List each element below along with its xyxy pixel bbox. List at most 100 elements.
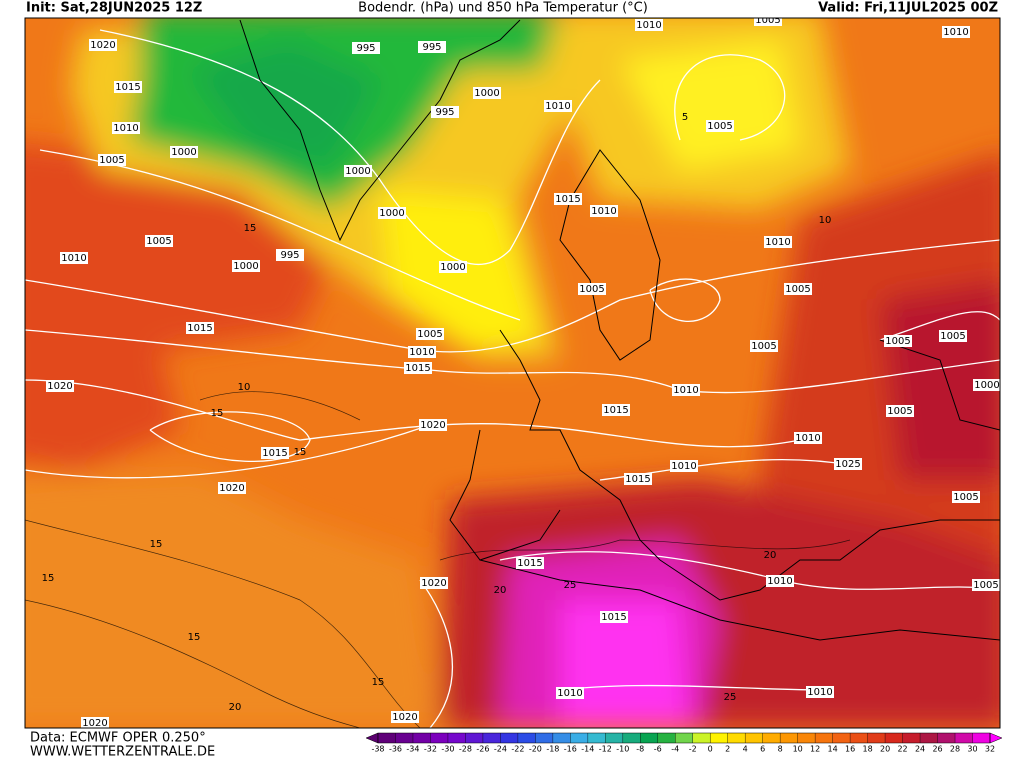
isobar-label-box: [378, 207, 406, 219]
colorbar-label: -22: [511, 745, 524, 754]
isobar-label: 1005: [940, 331, 965, 342]
isobar-label-box: [624, 473, 652, 485]
isobar-label-box: [352, 42, 380, 54]
colorbar-segment: [465, 733, 484, 743]
isobar-label: 1015: [262, 448, 287, 459]
isobar-label-box: [439, 261, 467, 273]
isobar-label-box: [942, 26, 970, 38]
colorbar-segment: [745, 733, 763, 743]
temperature-label: 15: [42, 573, 55, 584]
isobar-label-box: [81, 717, 109, 728]
isobar-label: 1015: [517, 558, 542, 569]
colorbar-segment: [657, 733, 676, 743]
isobar-label: 995: [356, 43, 375, 54]
colorbar-label: 10: [793, 745, 803, 754]
isobar-label: 1005: [973, 580, 998, 591]
colorbar-label: -28: [459, 745, 472, 754]
isobar-label: 1010: [61, 253, 86, 264]
isobar-label-box: [391, 711, 419, 723]
isobar-label-box: [750, 340, 778, 352]
isobar-label-box: [516, 557, 544, 569]
colorbar-segment: [815, 733, 833, 743]
isobar-label: 1015: [625, 474, 650, 485]
isobar-label-box: [408, 346, 436, 358]
colorbar-label: -36: [389, 745, 402, 754]
colorbar: -38 -36 -34 -32 -30 -28 -26 -24 -22 -20 -18 -16 -14-…: [365, 732, 1003, 754]
isobar-label: 1010: [409, 347, 434, 358]
colorbar-label: -6: [654, 745, 662, 754]
isobar-label: 1005: [755, 15, 780, 26]
colorbar-label: 16: [845, 745, 855, 754]
temperature-label: 15: [188, 632, 201, 643]
colorbar-label: -30: [441, 745, 454, 754]
isobar-label: 1010: [807, 687, 832, 698]
isobar-label-box: [89, 39, 117, 51]
isobar-label: 1020: [420, 420, 445, 431]
colorbar-segment: [500, 733, 519, 743]
temperature-label: 20: [764, 550, 777, 561]
isobar-label: 1015: [555, 194, 580, 205]
isobar-label-box: [145, 235, 173, 247]
colorbar-segment: [902, 733, 921, 743]
colorbar-segment: [797, 733, 816, 743]
isobar-label-box: [972, 579, 1000, 591]
isobar-label: 1025: [835, 459, 860, 470]
isobar-label-box: [60, 252, 88, 264]
colorbar-label: 18: [863, 745, 873, 754]
colorbar-label: -4: [671, 745, 679, 754]
init-time: Init: Sat,28JUN2025 12Z: [26, 1, 202, 16]
colorbar-label: 24: [915, 745, 925, 754]
isobar-label: 1010: [545, 101, 570, 112]
isobar-label-box: [794, 432, 822, 444]
temperature-label: 25: [564, 580, 577, 591]
isobar-label-box: [114, 81, 142, 93]
isobar-label-box: [578, 283, 606, 295]
isobar-label: 1020: [392, 712, 417, 723]
temperature-label: 20: [229, 702, 242, 713]
isobar-label: 1005: [785, 284, 810, 295]
colorbar-label: -24: [494, 745, 507, 754]
isobar-label: 1010: [767, 576, 792, 587]
isobar-label: 1010: [113, 123, 138, 134]
isobar-label-box: [939, 330, 967, 342]
colorbar-segment: [552, 733, 571, 743]
colorbar-segment: [937, 733, 956, 743]
isobar-label: 1015: [601, 612, 626, 623]
isobar-label: 1020: [47, 381, 72, 392]
colorbar-label: 4: [743, 745, 748, 754]
isobars: [25, 29, 1000, 728]
colorbar-segment: [762, 733, 781, 743]
colorbar-segment: [430, 733, 449, 743]
site: WWW.WETTERZENTRALE.DE: [30, 745, 215, 759]
coastlines: [239, 19, 1000, 641]
isobar-label-box: [473, 87, 501, 99]
isobar-label: 1010: [795, 433, 820, 444]
colorbar-segment: [955, 733, 973, 743]
data-source: Data: ECMWF OPER 0.250°: [30, 731, 206, 746]
colorbar-segment: [535, 733, 554, 743]
colorbar-segment: [622, 733, 641, 743]
isobar-label-box: [670, 460, 698, 472]
isobar-label: 1005: [953, 492, 978, 503]
colorbar-label: -38: [371, 745, 384, 754]
isobar-label: 1005: [751, 341, 776, 352]
isobar-label: 1010: [673, 385, 698, 396]
isobar-label-box: [276, 249, 304, 261]
colorbar-label: 32: [985, 745, 995, 754]
isobar-label-box: [672, 384, 700, 396]
colorbar-label: -20: [529, 745, 542, 754]
isobar-label-box: [170, 146, 198, 158]
isobar-label-box: [554, 193, 582, 205]
isobar-label-box: [186, 322, 214, 334]
colorbar-label: 30: [967, 745, 977, 754]
isobar-label: 1010: [636, 20, 661, 31]
isobar-label: 1015: [603, 405, 628, 416]
isobar-label-box: [416, 328, 444, 340]
colorbar-label: -2: [689, 745, 697, 754]
isobar-label: 1000: [233, 261, 258, 272]
isobar-label: 1005: [417, 329, 442, 340]
colorbar-segment: [587, 733, 606, 743]
colorbar-segment: [395, 733, 414, 743]
